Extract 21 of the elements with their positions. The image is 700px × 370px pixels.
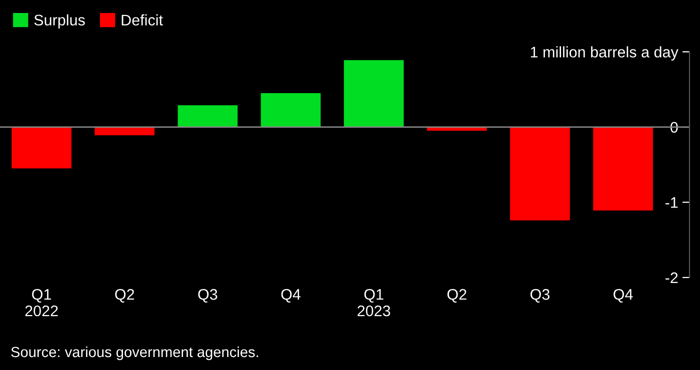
legend-label: Deficit xyxy=(122,14,163,26)
y-tick-label: -2 xyxy=(665,272,678,284)
bar xyxy=(12,127,72,168)
x-tick-label: Q2 xyxy=(115,289,134,303)
bar xyxy=(178,105,238,128)
source-note: Source: various government agencies. xyxy=(11,346,258,360)
bar xyxy=(260,93,321,128)
bar xyxy=(94,127,155,136)
x-tick-label: Q2 xyxy=(447,289,466,303)
bar xyxy=(510,127,570,220)
legend-label: Surplus xyxy=(34,14,85,29)
y-tick-label: -1 xyxy=(665,197,678,208)
x-tick-label: Q3 xyxy=(530,289,550,303)
x-tick-label: Q4 xyxy=(614,289,633,303)
x-tick-label: Q3 xyxy=(198,289,218,303)
bar xyxy=(344,60,404,128)
x-tick-label: Q1 2023 xyxy=(358,289,390,316)
y-tick-label: 1 million barrels a day xyxy=(530,46,678,61)
x-tick-label: Q1 2022 xyxy=(25,289,58,316)
bar xyxy=(593,127,653,211)
x-tick-label: Q4 xyxy=(281,289,300,303)
